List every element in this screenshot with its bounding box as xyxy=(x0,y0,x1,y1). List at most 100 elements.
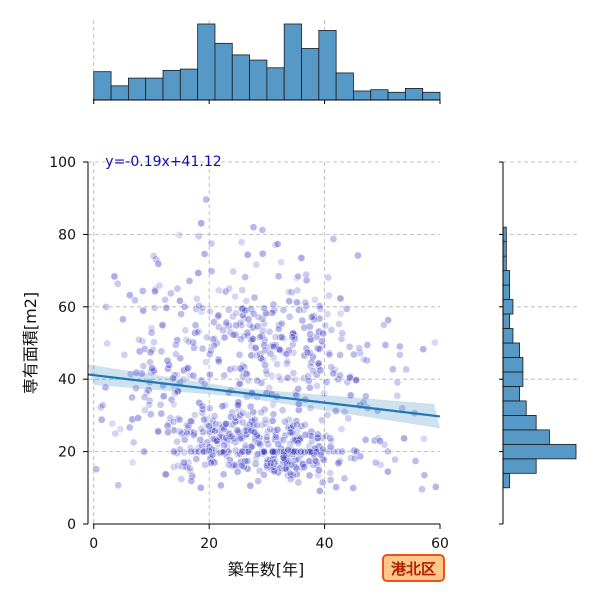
scatter-point xyxy=(225,430,234,438)
right-hist-bar xyxy=(502,472,511,489)
scatter-point xyxy=(201,358,210,367)
scatter-point xyxy=(98,401,107,410)
scatter-point xyxy=(352,376,360,385)
x-tick-label: 0 xyxy=(89,536,98,552)
scatter-point xyxy=(363,356,371,365)
top-hist-bar xyxy=(404,88,424,101)
scatter-points xyxy=(92,195,440,495)
scatter-point xyxy=(190,428,199,437)
scatter-point xyxy=(187,477,196,485)
scatter-point xyxy=(234,398,243,407)
scatter-point xyxy=(314,359,323,368)
scatter-point xyxy=(262,367,271,375)
scatter-point xyxy=(337,335,346,343)
scatter-point xyxy=(227,432,236,441)
scatter-point xyxy=(132,368,141,377)
right-hist-bar xyxy=(502,429,550,445)
right-hist-bar xyxy=(502,299,514,315)
top-hist-bar xyxy=(110,85,129,101)
scatter-point xyxy=(254,477,263,485)
top-hist-bar xyxy=(301,48,320,101)
top-hist-bar xyxy=(197,23,216,101)
scatter-point xyxy=(266,349,275,358)
scatter-point xyxy=(247,351,256,360)
scatter-point xyxy=(125,423,134,432)
scatter-point xyxy=(279,453,288,462)
scatter-point xyxy=(202,333,211,342)
scatter-point xyxy=(196,435,205,444)
scatter-point xyxy=(301,430,310,439)
scatter-point xyxy=(338,447,346,456)
scatter-point xyxy=(101,383,110,392)
right-hist-bar xyxy=(502,400,527,416)
scatter-point xyxy=(249,223,258,232)
main-scatter-plot: 0 20 40 60 0 20 40 60 80 100 xyxy=(49,155,449,552)
scatter-point xyxy=(162,304,171,312)
scatter-point xyxy=(326,469,335,477)
scatter-point xyxy=(327,326,336,334)
scatter-point xyxy=(275,325,283,334)
scatter-point xyxy=(306,404,315,412)
scatter-point xyxy=(227,413,235,421)
ward-badge: 港北区 xyxy=(382,554,445,582)
scatter-point xyxy=(269,400,277,409)
scatter-point xyxy=(239,311,247,320)
scatter-point xyxy=(274,272,283,281)
scatter-point xyxy=(305,457,313,466)
top-hist-bar xyxy=(162,69,181,101)
scatter-point xyxy=(307,427,316,436)
right-hist-bar xyxy=(502,328,514,344)
scatter-point xyxy=(292,420,301,429)
right-hist-bar xyxy=(502,270,511,286)
scatter-point xyxy=(286,428,295,437)
right-hist-bar xyxy=(502,386,520,402)
top-hist-bar xyxy=(214,42,233,101)
scatter-point xyxy=(294,272,303,281)
scatter-point xyxy=(274,440,283,449)
scatter-point xyxy=(131,296,139,305)
scatter-point xyxy=(253,376,261,385)
scatter-point xyxy=(310,315,318,324)
scatter-point xyxy=(274,324,283,333)
scatter-point xyxy=(282,350,290,358)
right-hist-bar xyxy=(502,357,524,373)
scatter-point xyxy=(293,298,301,307)
scatter-point xyxy=(192,305,200,313)
scatter-point xyxy=(233,426,242,435)
scatter-point xyxy=(211,420,220,428)
scatter-point xyxy=(336,371,344,380)
scatter-point xyxy=(206,370,214,379)
scatter-point xyxy=(327,436,336,445)
scatter-point xyxy=(260,304,268,313)
scatter-point xyxy=(175,415,184,424)
scatter-point xyxy=(236,379,244,388)
scatter-point xyxy=(125,291,134,300)
scatter-point xyxy=(231,462,240,470)
scatter-point xyxy=(294,406,303,414)
marginal-x-histogram xyxy=(92,20,441,104)
scatter-point xyxy=(205,404,214,413)
scatter-point xyxy=(384,467,392,476)
scatter-point xyxy=(343,378,352,386)
scatter-point xyxy=(223,452,231,461)
scatter-point xyxy=(254,450,262,458)
scatter-point xyxy=(239,409,247,417)
marginal-y-histogram xyxy=(499,161,580,525)
scatter-point xyxy=(141,406,149,415)
scatter-point xyxy=(218,448,227,457)
scatter-point xyxy=(215,449,224,457)
scatter-point xyxy=(207,346,215,355)
scatter-point xyxy=(140,345,149,353)
scatter-point xyxy=(184,364,192,372)
right-hist-bar xyxy=(502,458,537,474)
top-hist-bar xyxy=(283,23,302,101)
scatter-point xyxy=(286,440,295,448)
scatter-point xyxy=(161,295,169,304)
scatter-point xyxy=(336,351,344,359)
top-hist-bar xyxy=(353,90,372,101)
scatter-point xyxy=(313,381,321,390)
top-hist-bar xyxy=(266,67,285,101)
scatter-point xyxy=(309,367,318,375)
scatter-point xyxy=(187,447,195,456)
scatter-point xyxy=(215,286,223,295)
